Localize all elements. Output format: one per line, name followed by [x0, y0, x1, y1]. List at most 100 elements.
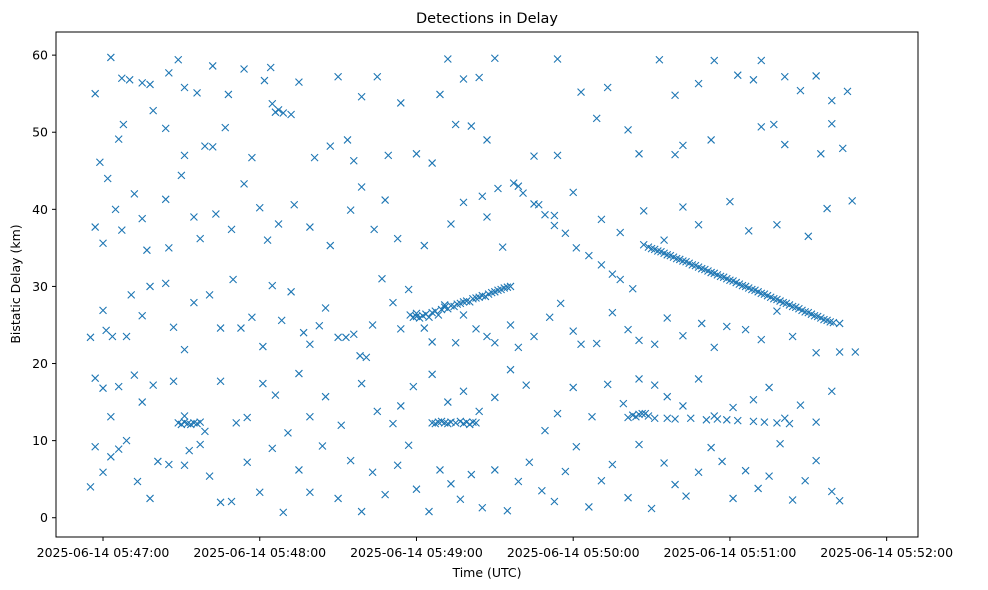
- data-point-x-marker: [274, 220, 283, 228]
- data-point-x-marker: [190, 213, 198, 221]
- data-point-x-marker: [138, 78, 147, 87]
- data-point-x-marker: [295, 78, 303, 87]
- data-point-x-marker: [838, 144, 847, 153]
- data-point-x-marker: [660, 236, 668, 245]
- data-point-x-marker: [106, 452, 115, 461]
- data-point-x-marker: [130, 190, 139, 198]
- data-point-x-marker: [260, 76, 269, 85]
- data-point-x-marker: [671, 480, 679, 489]
- data-point-x-marker: [506, 365, 515, 374]
- data-point-x-marker: [459, 311, 468, 319]
- data-point-x-marker: [436, 90, 444, 99]
- data-point-x-marker: [106, 53, 115, 62]
- data-point-x-marker: [624, 126, 632, 134]
- data-point-x-marker: [537, 486, 546, 495]
- data-point-x-marker: [827, 387, 836, 396]
- data-point-x-marker: [843, 87, 852, 96]
- data-point-x-marker: [127, 291, 136, 299]
- axis-ticks: 2025-06-14 05:47:00 2025-06-14 05:48:00 20…: [32, 48, 953, 560]
- data-point-x-marker: [271, 108, 280, 117]
- data-point-x-marker: [541, 210, 549, 219]
- data-point-x-marker: [91, 374, 100, 383]
- data-point-x-marker: [389, 298, 397, 307]
- data-point-x-marker: [467, 470, 476, 479]
- data-point-x-marker: [812, 456, 821, 465]
- data-point-x-marker: [569, 188, 578, 197]
- data-point-x-marker: [616, 228, 625, 237]
- data-point-x-marker: [138, 398, 147, 406]
- data-point-x-marker: [522, 381, 531, 390]
- data-point-x-marker: [201, 427, 209, 436]
- data-point-x-marker: [169, 323, 178, 332]
- data-point-x-marker: [827, 96, 836, 105]
- data-point-x-marker: [561, 467, 570, 476]
- data-point-x-marker: [255, 488, 264, 497]
- data-point-x-marker: [306, 488, 314, 497]
- data-point-x-marker: [624, 413, 632, 422]
- data-point-x-marker: [174, 55, 183, 64]
- data-point-x-marker: [776, 439, 784, 448]
- data-point-x-marker: [381, 196, 390, 204]
- x-tick-label: 2025-06-14 05:48:00: [193, 545, 326, 560]
- data-point-x-marker: [143, 246, 151, 255]
- data-point-x-marker: [635, 440, 643, 449]
- data-point-x-marker: [271, 391, 280, 400]
- data-point-x-marker: [553, 409, 562, 418]
- data-point-x-marker: [381, 490, 390, 499]
- data-point-x-marker: [514, 182, 523, 191]
- y-tick-label: 20: [32, 356, 48, 371]
- data-point-x-marker: [436, 466, 444, 474]
- data-point-x-marker: [211, 210, 220, 218]
- data-point-x-marker: [451, 120, 460, 129]
- data-point-x-marker: [279, 109, 288, 117]
- data-point-x-marker: [180, 83, 189, 92]
- data-point-x-marker: [490, 54, 499, 63]
- data-point-x-marker: [208, 142, 217, 151]
- data-point-x-marker: [258, 342, 267, 351]
- data-point-x-marker: [393, 461, 402, 470]
- data-point-x-marker: [603, 380, 612, 389]
- data-point-x-marker: [368, 321, 377, 329]
- data-point-x-marker: [628, 284, 637, 293]
- data-point-x-marker: [494, 184, 502, 193]
- data-point-x-marker: [412, 485, 421, 494]
- data-point-x-marker: [465, 420, 474, 429]
- data-point-x-marker: [509, 179, 518, 188]
- data-point-x-marker: [801, 476, 810, 485]
- data-point-x-marker: [490, 393, 499, 402]
- data-point-x-marker: [357, 183, 366, 191]
- data-point-x-marker: [111, 205, 120, 214]
- data-point-x-marker: [86, 333, 95, 342]
- data-point-x-marker: [525, 458, 534, 467]
- data-point-x-marker: [694, 468, 703, 477]
- data-point-x-marker: [437, 305, 446, 314]
- data-point-x-marker: [635, 149, 643, 158]
- data-point-x-marker: [835, 319, 844, 328]
- data-point-x-marker: [729, 403, 737, 412]
- data-point-x-marker: [475, 407, 484, 416]
- data-point-x-marker: [812, 72, 821, 80]
- data-point-x-marker: [785, 419, 794, 428]
- data-point-x-marker: [321, 304, 330, 312]
- data-point-x-marker: [757, 122, 766, 131]
- data-point-x-marker: [106, 412, 115, 421]
- data-point-x-marker: [749, 417, 758, 426]
- data-point-x-marker: [306, 340, 314, 349]
- data-point-x-marker: [506, 321, 515, 329]
- data-point-x-marker: [258, 379, 267, 388]
- data-point-x-marker: [694, 79, 703, 88]
- data-point-x-marker: [378, 274, 386, 283]
- data-point-x-marker: [503, 506, 512, 515]
- data-point-x-marker: [530, 200, 538, 208]
- data-point-x-marker: [744, 227, 753, 235]
- data-point-x-marker: [153, 457, 162, 466]
- data-point-x-marker: [396, 99, 405, 107]
- data-point-x-marker: [196, 440, 205, 449]
- data-point-x-marker: [572, 442, 581, 451]
- data-point-x-marker: [483, 332, 491, 341]
- x-tick-label: 2025-06-14 05:51:00: [664, 545, 797, 560]
- data-point-x-marker: [823, 204, 831, 213]
- data-point-x-marker: [541, 426, 549, 435]
- data-point-x-marker: [326, 142, 335, 150]
- data-point-x-marker: [710, 343, 719, 352]
